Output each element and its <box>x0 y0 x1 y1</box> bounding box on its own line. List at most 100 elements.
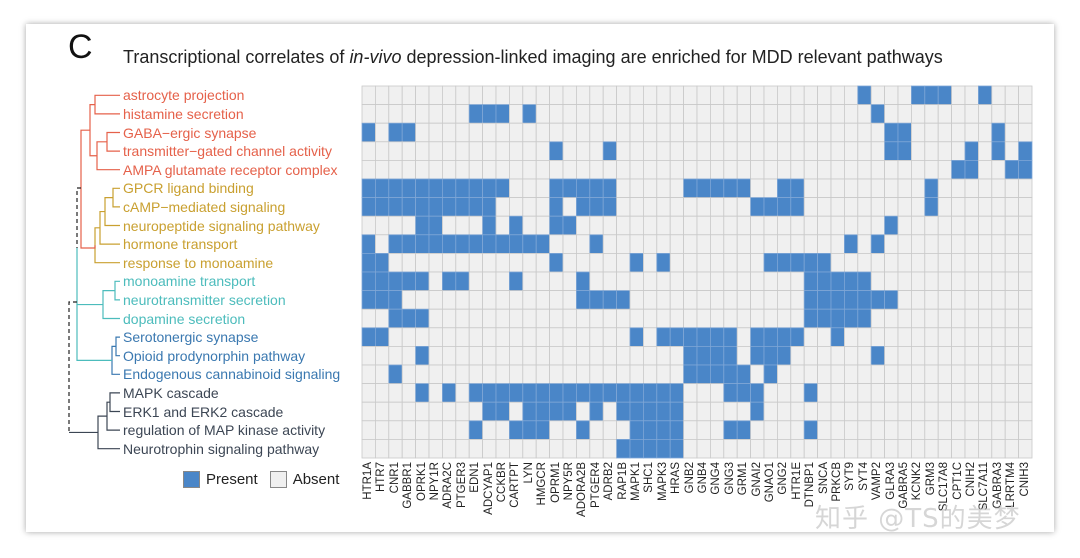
cell-absent <box>951 383 966 403</box>
cell-absent <box>415 159 430 180</box>
cell-present <box>857 290 872 310</box>
cell-absent <box>803 85 819 106</box>
cell-absent <box>669 271 685 292</box>
cell-absent <box>562 197 577 217</box>
cell-present <box>508 215 524 236</box>
cell-absent <box>643 252 658 273</box>
cell-present <box>884 141 899 161</box>
cell-absent <box>374 438 390 459</box>
gene-label: HMGCR <box>536 462 549 506</box>
cell-absent <box>1018 345 1033 366</box>
cell-absent <box>482 252 497 273</box>
cell-absent <box>683 85 698 106</box>
cell-absent <box>1004 215 1020 236</box>
cell-absent <box>1004 122 1020 143</box>
cell-present <box>763 345 778 366</box>
cell-absent <box>723 104 738 124</box>
cell-absent <box>1004 178 1020 199</box>
cell-absent <box>911 327 926 347</box>
cell-absent <box>415 252 430 273</box>
cell-absent <box>361 420 376 440</box>
cell-absent <box>415 420 430 440</box>
cell-present <box>401 178 417 199</box>
cell-absent <box>455 252 470 273</box>
cell-absent <box>911 252 926 273</box>
cell-absent <box>508 178 524 199</box>
cell-present <box>589 234 604 254</box>
cell-absent <box>830 104 845 124</box>
cell-absent <box>844 401 859 422</box>
cell-absent <box>522 141 537 161</box>
cell-absent <box>522 345 537 366</box>
cell-absent <box>911 215 926 236</box>
cell-absent <box>817 364 832 385</box>
cell-absent <box>629 345 644 366</box>
cell-absent <box>401 383 417 403</box>
cell-present <box>415 197 430 217</box>
cell-absent <box>468 122 484 143</box>
cell-absent <box>656 104 671 124</box>
cell-present <box>844 290 859 310</box>
cell-absent <box>951 364 966 385</box>
cell-absent <box>562 271 577 292</box>
cell-absent <box>508 122 524 143</box>
cell-absent <box>736 215 752 236</box>
cell-absent <box>428 420 443 440</box>
cell-absent <box>830 364 845 385</box>
cell-present <box>844 234 859 254</box>
cell-absent <box>951 252 966 273</box>
cell-absent <box>763 271 778 292</box>
cell-present <box>549 197 564 217</box>
cell-present <box>870 234 886 254</box>
cell-absent <box>924 271 939 292</box>
cell-absent <box>777 215 792 236</box>
gene-label: NPY1R <box>429 462 441 501</box>
cell-absent <box>951 327 966 347</box>
cell-absent <box>777 401 792 422</box>
cell-absent <box>978 178 993 199</box>
cell-present <box>549 252 564 273</box>
cell-absent <box>763 141 778 161</box>
cell-absent <box>602 104 618 124</box>
cell-absent <box>535 252 551 273</box>
cell-absent <box>978 401 993 422</box>
cell-present <box>750 383 765 403</box>
cell-absent <box>777 122 792 143</box>
cell-absent <box>964 383 979 403</box>
cell-absent <box>978 364 993 385</box>
cell-present <box>991 122 1006 143</box>
cell-present <box>924 85 939 106</box>
cell-absent <box>710 401 725 422</box>
cell-present <box>616 438 631 459</box>
cell-absent <box>777 308 792 329</box>
gene-label: GABBR1 <box>402 462 415 509</box>
cell-absent <box>937 308 953 329</box>
cell-absent <box>656 122 671 143</box>
cell-absent <box>388 85 403 106</box>
cell-absent <box>1004 383 1020 403</box>
cell-absent <box>736 327 752 347</box>
row-label: astrocyte projection <box>123 87 245 104</box>
cell-absent <box>495 327 510 347</box>
cell-absent <box>1018 178 1033 199</box>
cell-absent <box>629 178 644 199</box>
cell-present <box>455 178 470 199</box>
cell-absent <box>656 85 671 106</box>
cell-absent <box>415 104 430 124</box>
cell-absent <box>723 85 738 106</box>
cell-absent <box>911 159 926 180</box>
row-label: hormone transport <box>123 236 238 253</box>
cell-absent <box>643 327 658 347</box>
cell-absent <box>495 159 510 180</box>
cell-absent <box>911 104 926 124</box>
cell-absent <box>924 438 939 459</box>
cell-absent <box>508 401 524 422</box>
cell-absent <box>656 159 671 180</box>
cell-absent <box>750 215 765 236</box>
cell-absent <box>937 420 953 440</box>
cell-absent <box>455 122 470 143</box>
cell-absent <box>522 252 537 273</box>
cell-present <box>415 308 430 329</box>
cell-absent <box>374 104 390 124</box>
cell-absent <box>844 197 859 217</box>
